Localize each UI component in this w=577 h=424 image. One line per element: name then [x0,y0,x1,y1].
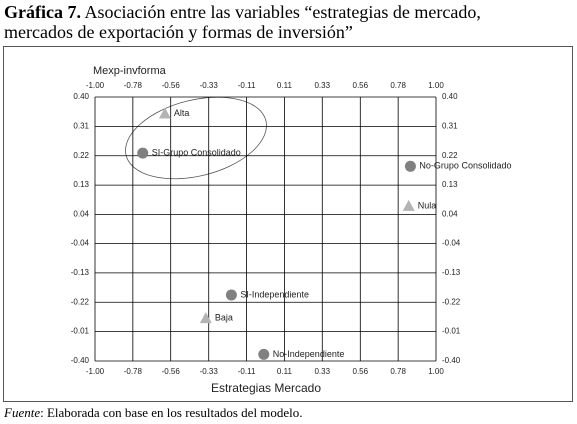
point [137,147,149,159]
y-tick-label: 0.31 [442,121,458,130]
x-tick-label: -0.56 [162,81,181,90]
point-label: Nula [418,200,437,210]
y-tick-label: 0.13 [73,180,89,189]
x-tick-label: 0.56 [353,367,369,376]
x-tick-label: -1.00 [86,81,105,90]
y-tick-label: -0.13 [71,268,90,277]
y-tick-label: -0.40 [71,356,90,365]
y-tick-label: -0.40 [442,356,461,365]
point-label: No-Grupo Consolidado [419,161,511,171]
point-label: Alta [174,108,190,118]
y-tick-label: 0.22 [73,151,89,160]
point-label: Baja [215,312,233,322]
title-prefix: Gráfica 7. [4,2,81,22]
x-tick-label: 0.11 [277,81,293,90]
title: Gráfica 7. Asociación entre las variable… [4,2,481,42]
x-tick-label: 0.78 [390,81,406,90]
y-tick-label: 0.40 [73,92,89,101]
y-tick-label: -0.22 [71,297,90,306]
x-tick-label: -0.11 [238,81,256,90]
highlight-ellipse [125,96,267,180]
point [199,312,212,324]
y-tick-label: -0.13 [442,268,461,277]
x-tick-label: -0.78 [124,367,143,376]
x-tick-label: 1.00 [428,367,444,376]
point [404,160,416,172]
y-tick-label: -0.01 [71,327,90,336]
title-line: Asociación entre las variables “estrateg… [84,2,481,22]
point-label: No-Independiente [273,349,345,359]
y-tick-label: -0.22 [442,297,461,306]
y-tick-label: 0.31 [73,121,89,130]
x-tick-label: -0.33 [200,81,219,90]
x-tick-label: 1.00 [428,81,444,90]
y-tick-label: 0.13 [442,180,458,189]
x-tick-label: -0.11 [238,367,256,376]
x-tick-label: 0.11 [277,367,293,376]
point [225,289,237,301]
y-tick-label: 0.40 [442,92,458,101]
y-tick-label: -0.04 [442,239,461,248]
y-tick-label: 0.04 [442,210,458,219]
x-axis-label: Estrategias Mercado [211,381,321,395]
point [158,107,171,119]
point-label: SI-Independiente [240,289,309,299]
chart-frame [3,46,573,402]
y-axis-label: Mexp-invforma [93,65,167,77]
title-line: mercados de exportación y formas de inve… [4,22,353,42]
point-label: SI-Grupo Consolidado [152,147,241,157]
x-tick-label: -0.33 [200,367,219,376]
x-tick-label: -1.00 [86,367,105,376]
y-tick-label: 0.22 [442,151,458,160]
x-tick-label: -0.56 [162,367,181,376]
x-tick-label: 0.56 [353,81,369,90]
source-text: : Elaborada con base en los resultados d… [40,405,303,420]
point [402,199,415,211]
x-tick-label: 0.33 [314,81,330,90]
source-label: Fuente [4,405,41,420]
y-tick-label: -0.04 [71,239,90,248]
y-tick-label: -0.01 [442,327,461,336]
source: Fuente: Elaborada con base en los result… [4,405,303,421]
x-tick-label: 0.33 [314,367,330,376]
point [258,348,270,360]
x-tick-label: 0.78 [390,367,406,376]
y-tick-label: 0.04 [73,210,89,219]
x-tick-label: -0.78 [124,81,143,90]
